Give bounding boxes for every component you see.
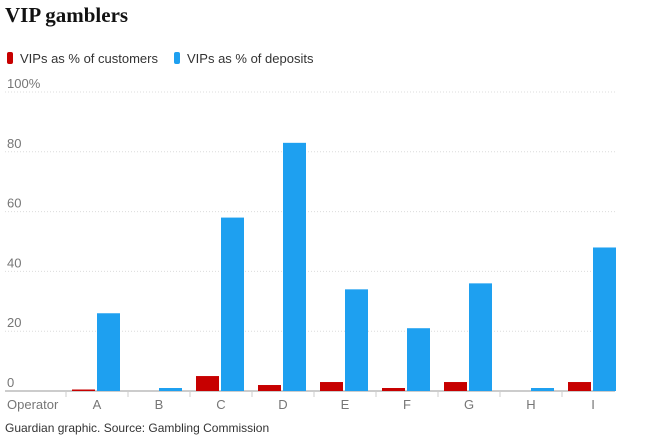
bar xyxy=(283,142,306,391)
bar xyxy=(568,382,591,391)
source: Guardian graphic. Source: Gambling Commi… xyxy=(5,421,269,435)
bar xyxy=(320,382,343,391)
legend-swatch xyxy=(174,52,180,64)
bar xyxy=(407,328,430,391)
x-tick-label: D xyxy=(278,397,287,412)
x-tick-label: B xyxy=(155,397,164,412)
y-tick-label: 100% xyxy=(7,76,41,91)
x-axis-label: Operator xyxy=(7,397,59,412)
bar xyxy=(593,247,616,391)
bar xyxy=(444,382,467,391)
y-tick-label: 0 xyxy=(7,375,14,390)
legend-label: VIPs as % of deposits xyxy=(187,51,314,66)
x-tick-label: E xyxy=(341,397,350,412)
x-tick-label: G xyxy=(464,397,474,412)
x-tick-label: F xyxy=(403,397,411,412)
x-tick-label: I xyxy=(591,397,595,412)
legend-swatch xyxy=(7,52,13,64)
chart-title: VIP gamblers xyxy=(5,3,128,27)
y-tick-label: 20 xyxy=(7,315,21,330)
legend-label: VIPs as % of customers xyxy=(20,51,158,66)
x-tick-label: A xyxy=(93,397,102,412)
bar xyxy=(382,388,405,391)
x-tick-label: H xyxy=(526,397,535,412)
y-tick-label: 80 xyxy=(7,136,21,151)
y-tick-label: 40 xyxy=(7,255,21,270)
bar xyxy=(345,289,368,391)
bar xyxy=(531,388,554,391)
bar xyxy=(258,385,281,391)
y-tick-label: 60 xyxy=(7,196,21,211)
bar xyxy=(97,313,120,391)
bar xyxy=(221,217,244,391)
bar xyxy=(469,283,492,391)
bar xyxy=(72,389,95,391)
bar xyxy=(196,376,219,391)
x-tick-label: C xyxy=(216,397,225,412)
bar xyxy=(159,388,182,391)
